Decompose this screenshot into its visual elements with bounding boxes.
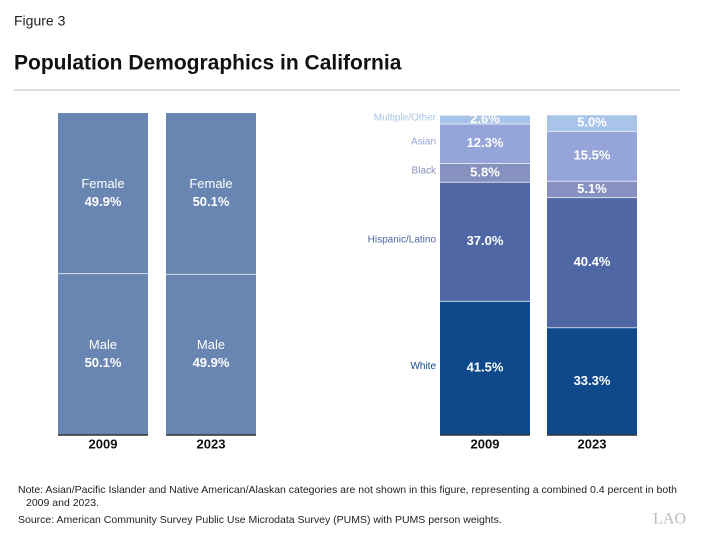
value-label: 5.8% (470, 164, 500, 179)
source: Source: American Community Survey Public… (18, 514, 502, 526)
segment-name: Female (81, 176, 124, 191)
value-label: 33.3% (574, 373, 611, 388)
bar-segment (440, 301, 530, 435)
bar-segment (547, 327, 637, 435)
segment-name: Female (189, 176, 232, 191)
series-label: Multiple/Other (374, 112, 437, 123)
bar-segment (166, 274, 256, 435)
value-label: 41.5% (467, 360, 504, 375)
bar-segment (440, 123, 530, 164)
note: Note: Asian/Pacific Islander and Native … (18, 484, 677, 509)
value-label: 37.0% (467, 233, 504, 248)
value-label: 49.9% (85, 194, 122, 209)
bar-segment (440, 163, 530, 183)
x-tick-label: 2023 (197, 436, 226, 451)
bar-segment (547, 115, 637, 132)
value-label: 40.4% (574, 254, 611, 269)
series-label: Black (412, 166, 437, 177)
bar-segment (547, 197, 637, 328)
bar-segment (58, 273, 148, 435)
series-label: Hispanic/Latino (368, 234, 437, 245)
x-tick-label: 2009 (471, 436, 500, 451)
value-label: 12.3% (467, 135, 504, 150)
bar-segment (440, 115, 530, 124)
series-label: White (410, 361, 436, 372)
bar-segment (166, 113, 256, 275)
bar-segment (440, 182, 530, 302)
bar-segment (58, 113, 148, 274)
value-label: 50.1% (193, 194, 230, 209)
value-label: 2.6% (470, 111, 500, 126)
value-label: 15.5% (574, 148, 611, 163)
series-label: Asian (411, 136, 436, 147)
figure-label: Figure 3 (14, 13, 66, 29)
value-label: 49.9% (193, 355, 230, 370)
chart-title: Population Demographics in California (14, 52, 402, 75)
segment-name: Male (89, 337, 117, 352)
segment-name: Male (197, 337, 225, 352)
value-label: 5.0% (577, 115, 607, 130)
x-tick-label: 2009 (89, 436, 118, 451)
bar-segment (547, 131, 637, 182)
value-label: 50.1% (85, 355, 122, 370)
bar-segment (547, 181, 637, 198)
logo: LAO (653, 511, 686, 528)
x-tick-label: 2023 (578, 436, 607, 451)
value-label: 5.1% (577, 181, 607, 196)
